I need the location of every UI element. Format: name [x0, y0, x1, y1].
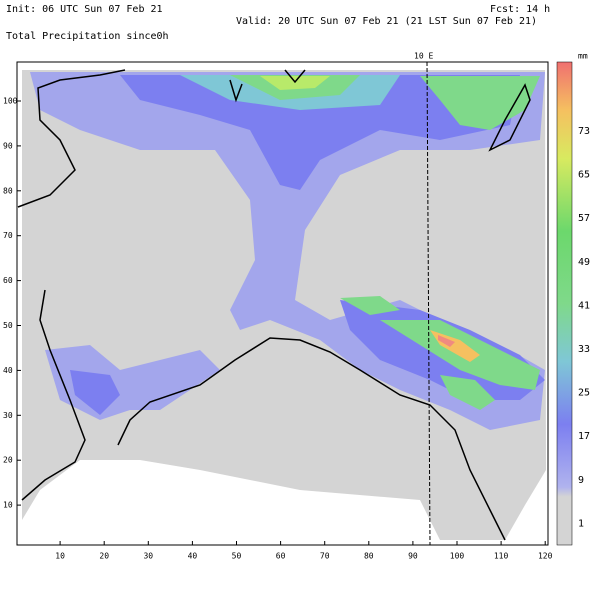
colorbar-label: 49 — [578, 257, 590, 268]
coastline — [488, 83, 531, 152]
x-tick-label: 50 — [232, 552, 242, 561]
coastlines — [17, 69, 531, 541]
precip-field — [22, 70, 546, 540]
colorbar-label: 25 — [578, 388, 590, 399]
colorbar-label: 9 — [578, 475, 584, 486]
x-tick-label: 10 — [55, 552, 65, 561]
y-tick-label: 100 — [3, 97, 18, 106]
colorbar-label: 33 — [578, 344, 590, 355]
colorbar — [556, 61, 573, 546]
x-tick-label: 30 — [143, 552, 153, 561]
precip-heavy — [340, 296, 400, 315]
meridian-line — [426, 61, 431, 546]
x-tick-label: 120 — [538, 552, 553, 561]
valid-text: Valid: 20 UTC Sun 07 Feb 21 (21 LST Sun … — [236, 16, 537, 27]
y-tick-label: 10 — [3, 501, 13, 510]
x-tick-label: 40 — [188, 552, 198, 561]
precip-peak — [438, 335, 455, 347]
field-text: Total Precipitation since0h — [6, 31, 169, 42]
colorbar-label: 73 — [578, 126, 590, 137]
y-tick-label: 50 — [3, 321, 13, 330]
x-tick-label: 20 — [99, 552, 109, 561]
coastline — [117, 337, 506, 541]
precip-heavy — [440, 375, 495, 410]
colorbar-label: 57 — [578, 213, 590, 224]
colorbar-label: 41 — [578, 300, 590, 311]
coastline — [21, 289, 86, 501]
precip-moderate — [70, 370, 120, 415]
init-text: Init: 06 UTC Sun 07 Feb 21 — [6, 4, 163, 15]
x-tick-label: 80 — [364, 552, 374, 561]
coastline — [284, 69, 306, 84]
colorbar-label: 1 — [578, 518, 584, 529]
x-tick-label: 110 — [494, 552, 509, 561]
colorbar-label: 65 — [578, 170, 590, 181]
forecast-text: Fcst: 14 h — [490, 4, 550, 15]
coastline — [17, 69, 126, 208]
coastline — [229, 79, 243, 103]
y-tick-label: 90 — [3, 141, 13, 150]
x-tick-label: 90 — [408, 552, 418, 561]
y-tick-label: 20 — [3, 456, 13, 465]
x-tick-label: 100 — [450, 552, 465, 561]
y-tick-label: 30 — [3, 411, 13, 420]
x-tick-label: 60 — [276, 552, 286, 561]
colorbar-label: 17 — [578, 431, 590, 442]
precip-heavy — [420, 76, 540, 130]
y-tick-label: 60 — [3, 276, 13, 285]
y-tick-label: 70 — [3, 231, 13, 240]
colorbar-unit: mm — [578, 52, 588, 61]
map-frame — [16, 61, 549, 546]
y-tick-label: 80 — [3, 186, 13, 195]
precip-moderate — [120, 75, 520, 190]
meridian-label: 10 E — [414, 52, 433, 61]
y-tick-label: 40 — [3, 366, 13, 375]
x-tick-label: 70 — [320, 552, 330, 561]
